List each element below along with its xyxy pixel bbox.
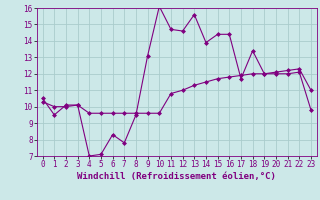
X-axis label: Windchill (Refroidissement éolien,°C): Windchill (Refroidissement éolien,°C) xyxy=(77,172,276,181)
